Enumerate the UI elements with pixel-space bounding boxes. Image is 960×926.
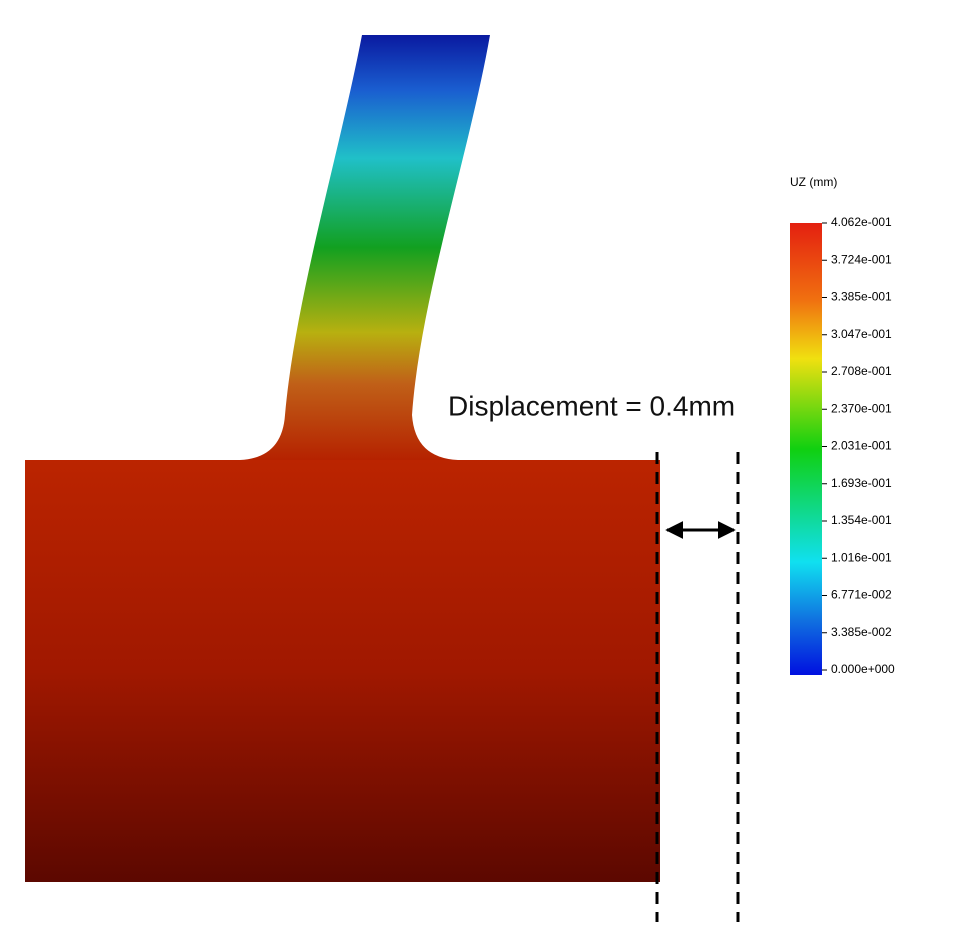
legend-label: 0.000e+000: [831, 662, 895, 676]
legend-label: 2.031e-001: [831, 439, 892, 453]
legend-label: 3.385e-002: [831, 625, 892, 639]
legend-label: 2.708e-001: [831, 364, 892, 378]
legend-label: 3.385e-001: [831, 290, 892, 304]
legend-label: 1.354e-001: [831, 513, 892, 527]
legend-label: 2.370e-001: [831, 401, 892, 415]
legend-title: UZ (mm): [790, 175, 837, 189]
legend-label: 1.016e-001: [831, 550, 892, 564]
deformed-beam: [240, 35, 490, 460]
legend-label: 3.047e-001: [831, 327, 892, 341]
legend-labels: 4.062e-001 3.724e-001 3.385e-001 3.047e-001…: [822, 215, 895, 676]
color-bar: [790, 223, 822, 675]
legend-label: 1.693e-001: [831, 476, 892, 490]
annotation: Displacement = 0.4mm: [448, 390, 735, 421]
base-block: [25, 460, 660, 882]
legend-label: 4.062e-001: [831, 215, 892, 229]
legend-label: 6.771e-002: [831, 588, 892, 602]
legend-label: 3.724e-001: [831, 252, 892, 266]
